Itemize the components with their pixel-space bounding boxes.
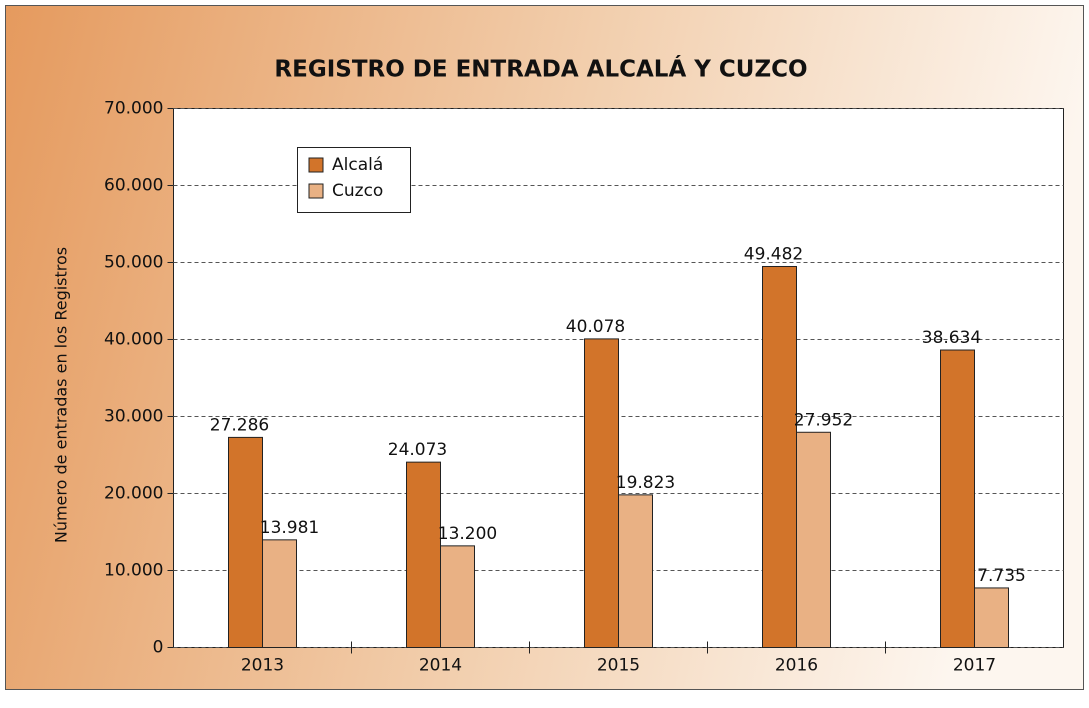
x-tick-label: 2014	[419, 656, 462, 676]
data-label: 19.823	[616, 473, 675, 493]
y-axis-label: Número de entradas en los Registros	[52, 247, 71, 543]
bar	[262, 539, 297, 649]
bar	[940, 349, 975, 648]
y-tick-label: 50.000	[104, 253, 163, 273]
data-label: 7.735	[977, 566, 1026, 586]
y-tick-label: 30.000	[104, 407, 163, 427]
x-tick-label: 2015	[597, 656, 640, 676]
bar	[440, 545, 475, 648]
chart-title: REGISTRO DE ENTRADA ALCALÁ Y CUZCO	[274, 55, 807, 83]
y-tick-label: 0	[153, 638, 164, 658]
data-label: 38.634	[922, 328, 981, 348]
data-label: 13.200	[438, 524, 497, 544]
bar	[974, 587, 1009, 648]
legend-swatch	[308, 157, 324, 173]
y-tick-label: 20.000	[104, 484, 163, 504]
y-tick-label: 10.000	[104, 561, 163, 581]
bar	[228, 436, 263, 648]
x-tick-label: 2013	[241, 656, 284, 676]
data-label: 13.981	[260, 518, 319, 538]
bar	[406, 461, 441, 649]
bar	[796, 431, 831, 648]
bar	[762, 265, 797, 648]
bar	[584, 338, 619, 648]
legend-swatch	[308, 183, 324, 199]
legend-label: Alcalá	[332, 155, 383, 175]
data-label: 27.952	[794, 410, 853, 430]
data-label: 49.482	[744, 244, 803, 264]
y-tick-label: 60.000	[104, 176, 163, 196]
y-tick-label: 70.000	[104, 99, 163, 119]
data-label: 24.073	[388, 440, 447, 460]
data-label: 40.078	[566, 317, 625, 337]
legend-label: Cuzco	[332, 181, 383, 201]
bar	[618, 494, 653, 649]
x-tick-label: 2017	[953, 656, 996, 676]
x-tick-label: 2016	[775, 656, 818, 676]
data-label: 27.286	[210, 415, 269, 435]
y-tick-label: 40.000	[104, 330, 163, 350]
